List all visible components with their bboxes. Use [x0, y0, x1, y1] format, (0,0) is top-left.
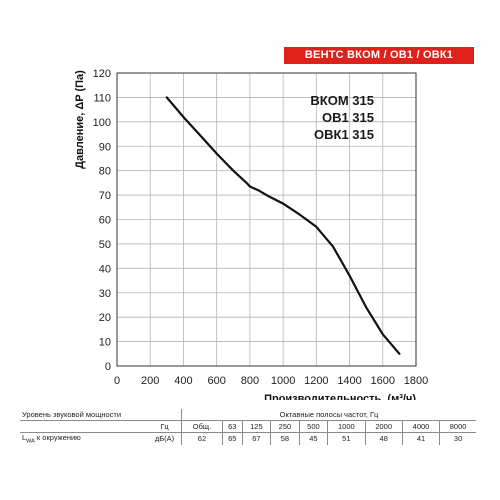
- y-tick-label: 10: [99, 337, 111, 349]
- y-tick-label: 90: [99, 141, 111, 153]
- table-value-cell: 62: [181, 432, 223, 445]
- x-tick-label: 400: [174, 375, 192, 387]
- table-freq-cell: 63: [221, 420, 243, 433]
- table-header-octave: Октавные полосы частот, Гц: [181, 409, 476, 421]
- table-unit-db: дБ(A): [154, 434, 175, 444]
- series-badge: ВЕНТС ВКОМ / ОВ1 / ОВК1: [284, 47, 474, 64]
- table-value-cell: 65: [221, 432, 243, 445]
- table-freq-cell: 500: [298, 420, 328, 433]
- x-tick-label: 600: [207, 375, 225, 387]
- table-value-cell: 41: [401, 432, 440, 445]
- table-unit-hz: Гц: [148, 420, 182, 433]
- y-tick-label: 30: [99, 288, 111, 300]
- table-freq-cell: 125: [241, 420, 271, 433]
- y-tick-label: 20: [99, 312, 111, 324]
- y-tick-label: 50: [99, 239, 111, 251]
- table-row: LWA к окружению дБ(A) 62 65 67 58 45 51 …: [20, 432, 476, 445]
- table-freq-cell: 8000: [439, 420, 476, 433]
- table-value-cell: 67: [241, 432, 271, 445]
- table-value-cell: 45: [298, 432, 328, 445]
- x-axis-label: Производительность, (м³/ч): [264, 393, 416, 400]
- table-value-cell: 58: [270, 432, 300, 445]
- x-tick-label: 200: [141, 375, 159, 387]
- x-tick-label: 1800: [404, 375, 428, 387]
- y-tick-label: 40: [99, 263, 111, 275]
- model-label-2: ОВ1 315: [321, 110, 374, 125]
- table-freq-cell: 1000: [327, 420, 366, 433]
- x-tick-label: 1000: [271, 375, 295, 387]
- y-tick-label: 0: [105, 361, 111, 373]
- table-label-sound-power: Уровень звуковой мощности: [20, 409, 182, 421]
- y-tick-label: 60: [99, 215, 111, 227]
- table-row: Гц Общ. 63 125 250 500 1000 2000 4000 80…: [20, 420, 476, 433]
- table-freq-cell: Общ.: [181, 420, 223, 433]
- table-value-cell: 48: [364, 432, 403, 445]
- table-label-lwa: LWA к окружению: [22, 433, 81, 445]
- table-freq-cell: 2000: [364, 420, 403, 433]
- y-tick-label: 120: [93, 68, 111, 80]
- plot-frame: [116, 72, 417, 367]
- y-tick-label: 100: [93, 117, 111, 129]
- sound-power-table: Уровень звуковой мощности Октавные полос…: [20, 409, 476, 445]
- x-tick-label: 0: [114, 375, 120, 387]
- series-line-1: [165, 96, 401, 355]
- x-tick-label: 1400: [337, 375, 361, 387]
- model-label-1: ВКОМ 315: [310, 93, 374, 108]
- table-row: Уровень звуковой мощности Октавные полос…: [20, 409, 476, 421]
- table-value-cell: 30: [439, 432, 476, 445]
- y-tick-label: 110: [93, 92, 111, 104]
- table-freq-cell: 250: [270, 420, 300, 433]
- y-tick-label: 80: [99, 166, 111, 178]
- y-tick-label: 70: [99, 190, 111, 202]
- model-label-3: ОВК1 315: [314, 127, 374, 142]
- table-value-cell: 51: [327, 432, 366, 445]
- x-tick-label: 800: [241, 375, 259, 387]
- x-tick-label: 1200: [304, 375, 328, 387]
- x-tick-label: 1600: [371, 375, 395, 387]
- y-axis-label: Давление, ΔP (Па): [74, 70, 86, 169]
- table-freq-cell: 4000: [401, 420, 440, 433]
